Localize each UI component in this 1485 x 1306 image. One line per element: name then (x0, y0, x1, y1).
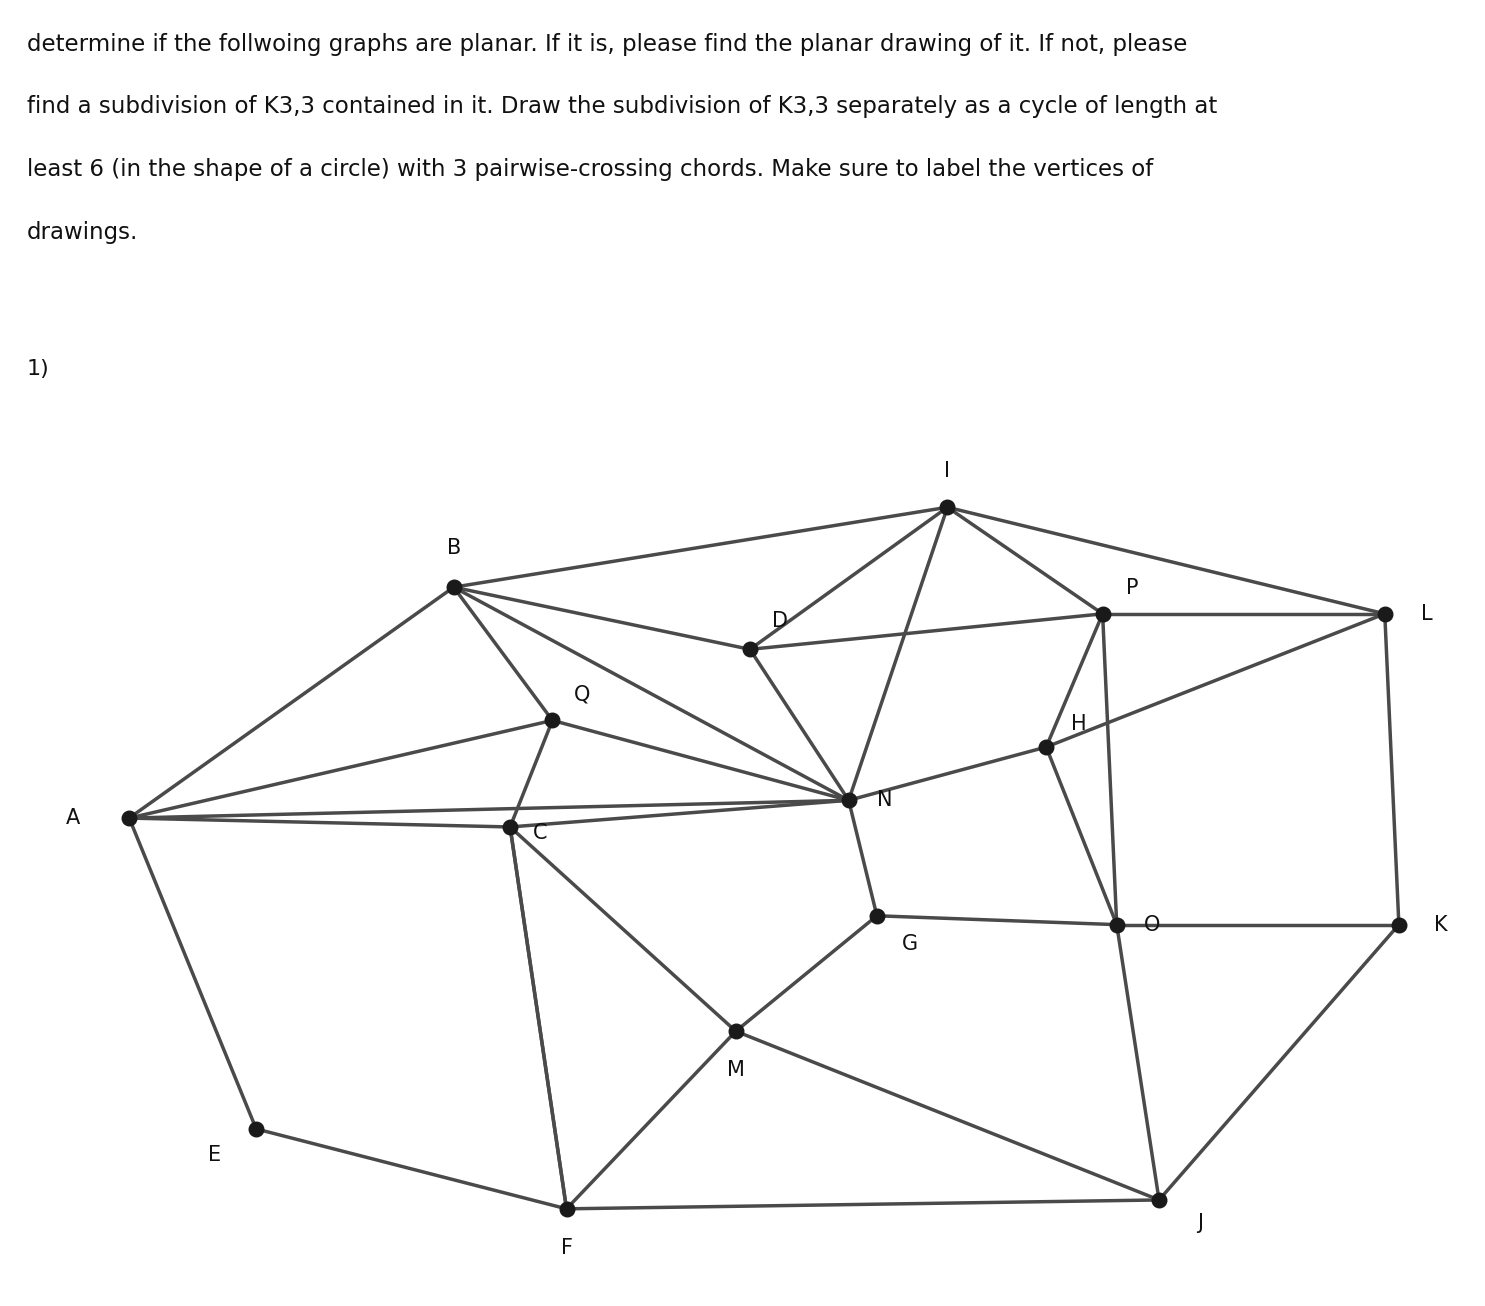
Text: H: H (1071, 713, 1087, 734)
Point (723, 1021, 747, 1042)
Text: least 6 (in the shape of a circle) with 3 pairwise-crossing chords. Make sure to: least 6 (in the shape of a circle) with … (27, 158, 1152, 182)
Text: determine if the follwoing graphs are planar. If it is, please find the planar d: determine if the follwoing graphs are pl… (27, 33, 1187, 56)
Point (936, 496, 959, 517)
Text: drawings.: drawings. (27, 221, 138, 244)
Text: find a subdivision of K3,3 contained in it. Draw the subdivision of K3,3 separat: find a subdivision of K3,3 contained in … (27, 95, 1218, 119)
Point (1148, 1190, 1172, 1211)
Point (244, 1118, 267, 1139)
Point (117, 807, 141, 828)
Point (1090, 603, 1114, 624)
Point (1035, 737, 1059, 757)
Point (554, 1199, 578, 1220)
Text: A: A (65, 808, 80, 828)
Text: E: E (208, 1145, 221, 1165)
Point (864, 905, 888, 926)
Text: I: I (944, 461, 950, 481)
Point (738, 639, 762, 660)
Text: D: D (772, 611, 787, 631)
Text: M: M (726, 1060, 745, 1080)
Text: L: L (1421, 603, 1432, 624)
Text: P: P (1126, 577, 1139, 598)
Point (499, 816, 523, 837)
Text: B: B (447, 538, 460, 558)
Point (1374, 603, 1397, 624)
Point (838, 790, 861, 811)
Text: K: K (1433, 914, 1448, 935)
Text: N: N (876, 790, 892, 810)
Text: F: F (560, 1238, 573, 1258)
Text: 1): 1) (27, 359, 49, 379)
Text: J: J (1197, 1213, 1204, 1233)
Point (541, 710, 564, 731)
Text: G: G (901, 935, 918, 955)
Point (443, 577, 466, 598)
Text: Q: Q (573, 684, 591, 704)
Text: O: O (1143, 914, 1161, 935)
Text: C: C (533, 824, 546, 844)
Point (1105, 914, 1129, 935)
Point (1387, 914, 1411, 935)
